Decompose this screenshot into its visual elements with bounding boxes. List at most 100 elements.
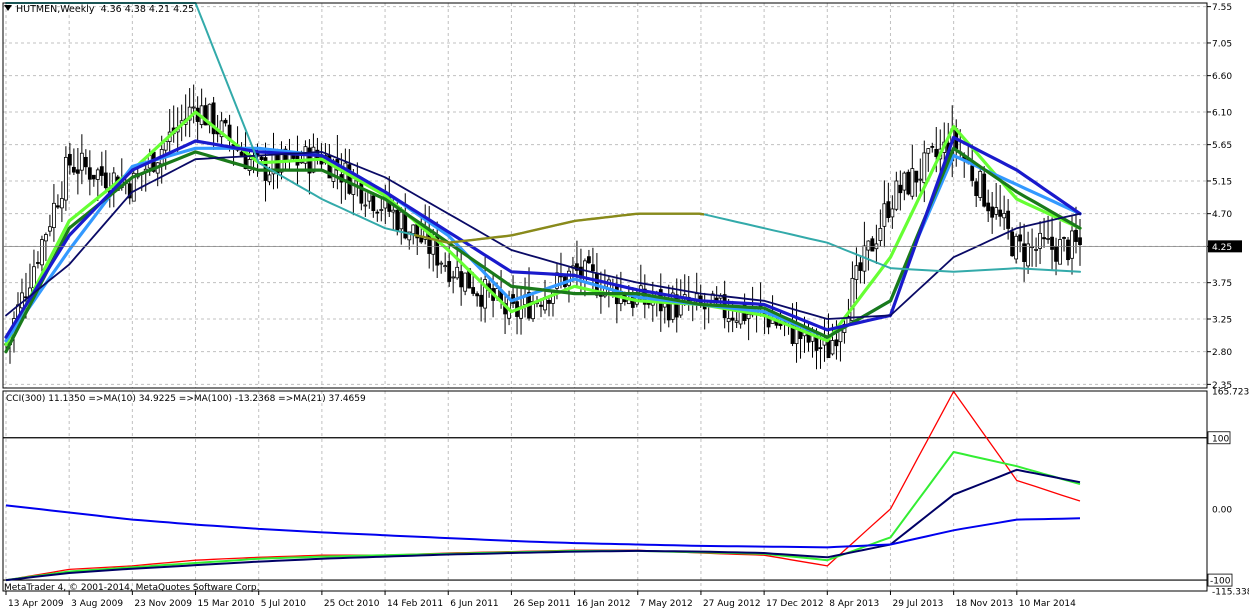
price-bar-body: [894, 180, 899, 210]
price-bar-body: [1050, 236, 1054, 250]
price-bar-body: [83, 156, 88, 168]
price-bar-body: [247, 158, 252, 171]
price-bar-body: [986, 202, 991, 212]
y-tick-label: 6.60: [1212, 72, 1232, 82]
price-bar-body: [20, 292, 24, 309]
price-bar-body: [1002, 213, 1007, 219]
x-tick-label: 26 Sep 2011: [513, 599, 570, 609]
price-bar-body: [131, 172, 136, 202]
y-tick-label: 3.75: [1212, 279, 1232, 289]
price-bar-body: [459, 271, 464, 288]
x-tick-label: 27 Aug 2012: [703, 599, 761, 609]
grid: [3, 3, 1207, 591]
price-bar-body: [834, 339, 839, 347]
price-bar-body: [1070, 230, 1074, 259]
price-bar-body: [399, 211, 404, 230]
price-bar-body: [1074, 229, 1078, 242]
x-tick-label: 6 Jun 2011: [450, 599, 498, 609]
price-bar-body: [1022, 243, 1027, 262]
price-bar-body: [926, 148, 931, 154]
price-bar-body: [1058, 239, 1062, 265]
price-bar-body: [79, 152, 84, 171]
cci-y-label: -115.338: [1212, 588, 1249, 598]
price-bar-body: [914, 170, 919, 183]
price-bar-body: [1078, 237, 1082, 245]
price-bar-body: [95, 169, 100, 180]
cci-y-label: 0.00: [1212, 505, 1232, 515]
ma-line-light-blue: [4, 146, 1082, 343]
y-tick-label: 3.25: [1212, 315, 1232, 325]
price-bar-body: [463, 272, 468, 292]
x-tick-label: 13 Apr 2009: [8, 599, 64, 609]
price-bar-body: [555, 272, 559, 289]
cci-lines: [3, 390, 1207, 582]
price-bar-body: [1034, 248, 1038, 251]
level-tag: [1207, 573, 1233, 587]
current-price-tag: [1208, 240, 1242, 253]
cci-ma10-line: [5, 451, 1081, 582]
price-bar-body: [443, 265, 448, 268]
y-tick-label: 5.65: [1212, 141, 1232, 151]
price-bar-body: [471, 287, 476, 294]
price-bar-body: [36, 262, 40, 264]
moving-averages: [4, 2, 1082, 354]
price-bar-body: [239, 151, 244, 156]
price-bar-body: [898, 184, 903, 194]
ma-line-navy: [5, 151, 1081, 320]
price-bar-body: [910, 168, 915, 197]
ma-line-olive: [413, 212, 705, 244]
price-bar-body: [882, 203, 887, 227]
price-bar-body: [730, 317, 735, 321]
ma-line-blue: [4, 135, 1082, 339]
price-bar-body: [56, 205, 60, 208]
price-bar-body: [479, 294, 484, 307]
price-bar-body: [63, 156, 68, 201]
cci-ma21-line: [5, 468, 1081, 582]
price-bar-body: [906, 171, 911, 195]
price-bar-body: [447, 261, 452, 282]
price-bar-body: [994, 207, 999, 215]
price-bar-body: [587, 256, 591, 264]
y-axis: 7.55 7.05 6.60 6.10 5.65 5.15 4.70 4.25 3.75 3.25…: [3, 3, 1249, 598]
x-tick-label: 29 Jul 2013: [892, 599, 943, 609]
price-bar-body: [87, 167, 92, 180]
chart-menu-icon[interactable]: [4, 5, 12, 11]
cci-y-label: 165.7238: [1212, 388, 1249, 398]
price-bar-body: [187, 106, 192, 121]
price-bar-body: [483, 279, 488, 309]
price-bar-body: [575, 263, 579, 271]
y-tick-label: 7.05: [1212, 39, 1232, 49]
price-bar-body: [191, 106, 196, 109]
x-tick-label: 16 Jan 2012: [577, 599, 631, 609]
price-bar-body: [1018, 234, 1023, 242]
y-tick-label: 6.10: [1212, 108, 1232, 118]
price-bar-body: [870, 238, 875, 252]
price-bar-body: [395, 209, 400, 231]
x-tick-label: 3 Aug 2009: [71, 599, 123, 609]
price-bar-body: [902, 172, 907, 191]
price-bar-body: [974, 181, 979, 197]
price-bar-body: [918, 178, 923, 181]
price-bar-body: [1038, 232, 1042, 249]
price-bar-body: [403, 212, 408, 239]
price-bar-body: [922, 152, 927, 183]
price-bar-body: [475, 293, 480, 297]
price-bar-body: [103, 172, 108, 189]
price-bar-body: [1006, 210, 1011, 229]
price-bar-body: [411, 224, 416, 234]
price-bar-body: [451, 276, 456, 279]
y-tick-label: 2.80: [1212, 348, 1232, 358]
x-tick-label: 7 May 2012: [640, 599, 693, 609]
price-bar-body: [726, 318, 731, 323]
price-bar-body: [75, 169, 80, 174]
cci-ma100-line: [5, 504, 1081, 549]
price-bar-body: [347, 164, 352, 194]
price-bar-body: [439, 262, 444, 265]
price-bar-body: [371, 195, 376, 212]
x-tick-label: 8 Apr 2013: [829, 599, 879, 609]
price-bar-body: [71, 166, 76, 173]
chart-title[interactable]: HUTMEN,Weekly 4.36 4.38 4.21 4.25: [4, 4, 194, 15]
current-price-label: 4.25: [1212, 243, 1232, 253]
y-tick-label: 4.70: [1212, 210, 1232, 220]
